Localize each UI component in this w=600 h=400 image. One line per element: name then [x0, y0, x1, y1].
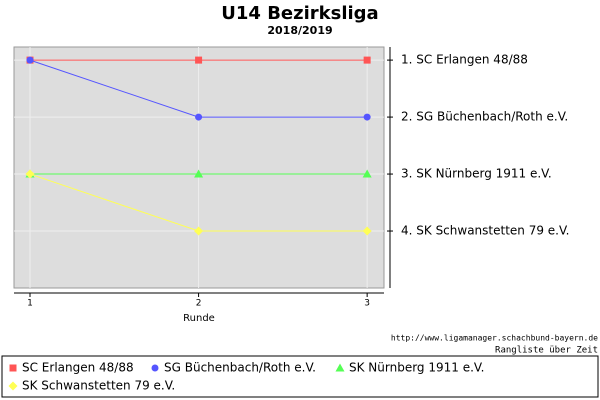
marker — [362, 226, 372, 236]
x-axis-label: Runde — [183, 313, 215, 324]
legend-label: SK Schwanstetten 79 e.V. — [22, 379, 175, 393]
marker — [363, 56, 371, 64]
x-tick-label: 3 — [364, 299, 370, 309]
y-tick-label: 1. SC Erlangen 48/88 — [401, 53, 528, 67]
marker — [194, 169, 204, 178]
legend-label: SG Büchenbach/Roth e.V. — [164, 361, 316, 375]
legend-label: SC Erlangen 48/88 — [22, 361, 134, 375]
source: http://www.ligamanager.schachbund-bayern… — [391, 334, 598, 343]
marker — [195, 56, 203, 64]
marker — [362, 169, 372, 178]
legend-marker — [335, 363, 345, 372]
marker — [25, 169, 35, 179]
legend — [1, 355, 599, 398]
marker — [195, 113, 203, 121]
caption: Rangliste über Zeit — [495, 346, 598, 356]
legend-marker — [151, 364, 159, 372]
marker — [363, 113, 371, 121]
marker — [194, 226, 204, 236]
x-tick-label: 1 — [27, 299, 33, 309]
legend-marker — [8, 381, 18, 391]
chart-title: U14 Bezirksliga — [221, 3, 378, 24]
y-tick-label: 2. SG Büchenbach/Roth e.V. — [401, 110, 568, 124]
marker — [26, 56, 34, 64]
legend-label: SK Nürnberg 1911 e.V. — [349, 361, 484, 375]
x-tick-label: 2 — [196, 299, 202, 309]
y-tick-label: 3. SK Nürnberg 1911 e.V. — [401, 167, 552, 181]
y-tick-label: 4. SK Schwanstetten 79 e.V. — [401, 224, 569, 238]
chart-subtitle: 2018/2019 — [267, 24, 332, 37]
legend-marker — [9, 364, 17, 372]
